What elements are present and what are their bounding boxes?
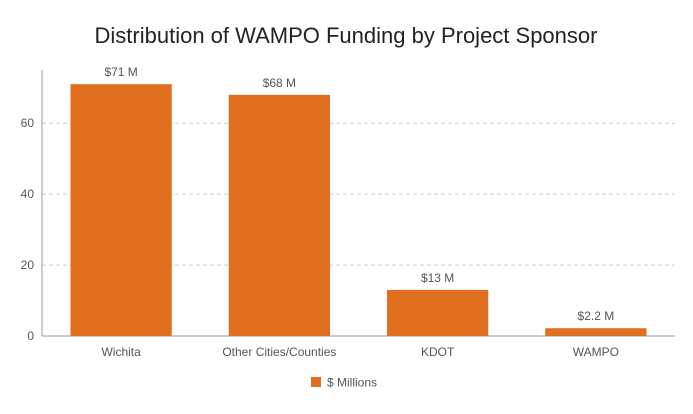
x-tick-label: KDOT — [421, 345, 455, 359]
legend-label: $ Millions — [327, 376, 377, 390]
y-tick-label: 40 — [21, 187, 35, 201]
data-label: $13 M — [421, 271, 454, 285]
y-tick-label: 0 — [27, 329, 34, 343]
x-tick-label: Wichita — [101, 345, 141, 359]
bar[interactable] — [545, 328, 647, 336]
bar-layer — [70, 84, 647, 337]
bar[interactable] — [386, 289, 489, 336]
label-layer: $71 M Wichita $68 M Other Cities/Counties $1… — [101, 65, 619, 359]
chart-title: Distribution of WAMPO Funding by Project… — [95, 23, 598, 48]
bar[interactable] — [70, 84, 172, 336]
data-label: $71 M — [104, 65, 137, 79]
legend[interactable]: $ Millions — [311, 376, 377, 390]
data-label: $68 M — [263, 76, 296, 90]
legend-swatch — [311, 377, 321, 387]
data-label: $2.2 M — [578, 309, 615, 323]
y-tick-label: 20 — [21, 258, 35, 272]
x-tick-label: WAMPO — [573, 345, 619, 359]
x-tick-label: Other Cities/Counties — [222, 345, 336, 359]
y-tick-label: 60 — [21, 116, 35, 130]
bar[interactable] — [228, 94, 331, 337]
